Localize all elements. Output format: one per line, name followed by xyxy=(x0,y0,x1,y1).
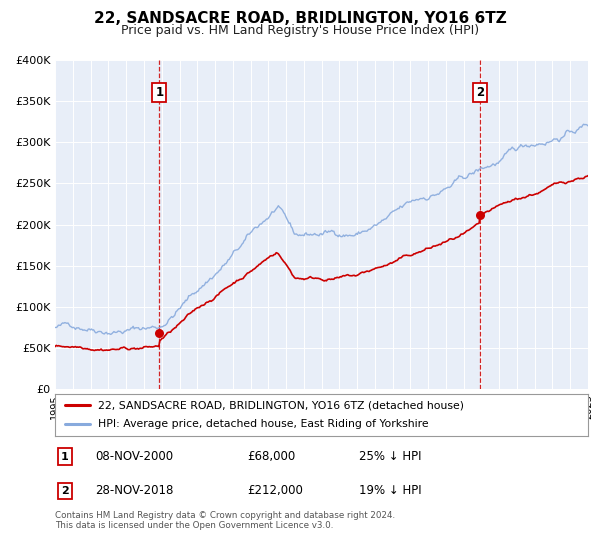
Text: 25% ↓ HPI: 25% ↓ HPI xyxy=(359,450,421,463)
Text: Contains HM Land Registry data © Crown copyright and database right 2024.
This d: Contains HM Land Registry data © Crown c… xyxy=(55,511,395,530)
Text: £68,000: £68,000 xyxy=(247,450,295,463)
Text: HPI: Average price, detached house, East Riding of Yorkshire: HPI: Average price, detached house, East… xyxy=(98,419,428,430)
Text: 2: 2 xyxy=(476,86,484,99)
Text: 28-NOV-2018: 28-NOV-2018 xyxy=(95,484,173,497)
Text: Price paid vs. HM Land Registry's House Price Index (HPI): Price paid vs. HM Land Registry's House … xyxy=(121,24,479,36)
Text: 22, SANDSACRE ROAD, BRIDLINGTON, YO16 6TZ: 22, SANDSACRE ROAD, BRIDLINGTON, YO16 6T… xyxy=(94,11,506,26)
Text: 22, SANDSACRE ROAD, BRIDLINGTON, YO16 6TZ (detached house): 22, SANDSACRE ROAD, BRIDLINGTON, YO16 6T… xyxy=(98,400,464,410)
Text: £212,000: £212,000 xyxy=(247,484,303,497)
Text: 2: 2 xyxy=(61,486,68,496)
Text: 1: 1 xyxy=(61,451,68,461)
Text: 08-NOV-2000: 08-NOV-2000 xyxy=(95,450,173,463)
Text: 19% ↓ HPI: 19% ↓ HPI xyxy=(359,484,422,497)
Text: 1: 1 xyxy=(155,86,164,99)
